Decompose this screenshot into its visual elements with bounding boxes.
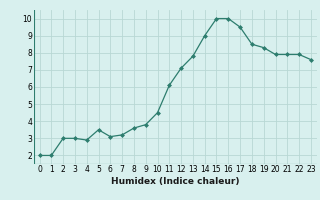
X-axis label: Humidex (Indice chaleur): Humidex (Indice chaleur) bbox=[111, 177, 239, 186]
